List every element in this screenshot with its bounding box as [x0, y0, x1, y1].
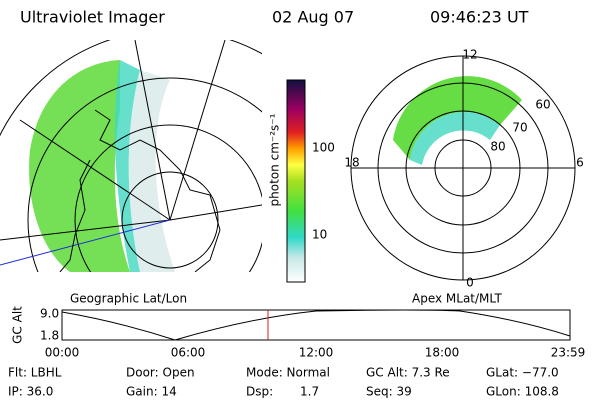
- altitude-curve: [61, 309, 571, 341]
- time-label: 12:00: [299, 346, 334, 360]
- status-field: Door: Open: [126, 366, 195, 380]
- lat-label: 70: [512, 121, 527, 135]
- status-field: IP: 36.0: [8, 385, 53, 399]
- status-field: Flt: LBHL: [8, 366, 62, 380]
- altitude-y-label: 1.8: [40, 329, 59, 343]
- mlt-label: 18: [344, 156, 359, 170]
- time-label: 18:00: [425, 346, 460, 360]
- status-field: GLat: −77.0: [486, 366, 559, 380]
- status-field: 1.7: [300, 385, 319, 399]
- colorbar-tick: 10: [312, 228, 327, 242]
- colorbar: [286, 79, 306, 283]
- time-label: 06:00: [171, 346, 206, 360]
- mlt-label: 0: [466, 276, 474, 290]
- lat-label: 80: [490, 140, 505, 154]
- status-field: Dsp:: [246, 385, 273, 399]
- time: 09:46:23 UT: [430, 8, 529, 27]
- colorbar-label: photon cm⁻²s⁻¹: [268, 113, 282, 206]
- right-panel-label: Apex MLat/MLT: [412, 292, 502, 306]
- altitude-label: GC Alt: [11, 306, 25, 344]
- polar-plot: [350, 55, 576, 281]
- status-field: Gain: 14: [126, 385, 177, 399]
- instrument-title: Ultraviolet Imager: [20, 8, 165, 27]
- time-label: 00:00: [45, 346, 80, 360]
- colorbar-tick: 100: [312, 141, 335, 155]
- status-field: Mode: Normal: [246, 366, 330, 380]
- left-panel-label: Geographic Lat/Lon: [70, 292, 187, 306]
- geographic-map: [0, 40, 262, 272]
- status-field: GLon: 108.8: [486, 385, 559, 399]
- time-label: 23:59: [551, 346, 586, 360]
- status-field: Seq: 39: [366, 385, 412, 399]
- status-field: GC Alt: 7.3 Re: [366, 366, 450, 380]
- altitude-y-label: 9.0: [40, 307, 59, 321]
- date: 02 Aug 07: [272, 8, 354, 27]
- mlt-label: 6: [576, 156, 584, 170]
- mlt-label: 12: [462, 48, 477, 62]
- altitude-frame: [61, 309, 571, 341]
- lat-label: 60: [535, 98, 550, 112]
